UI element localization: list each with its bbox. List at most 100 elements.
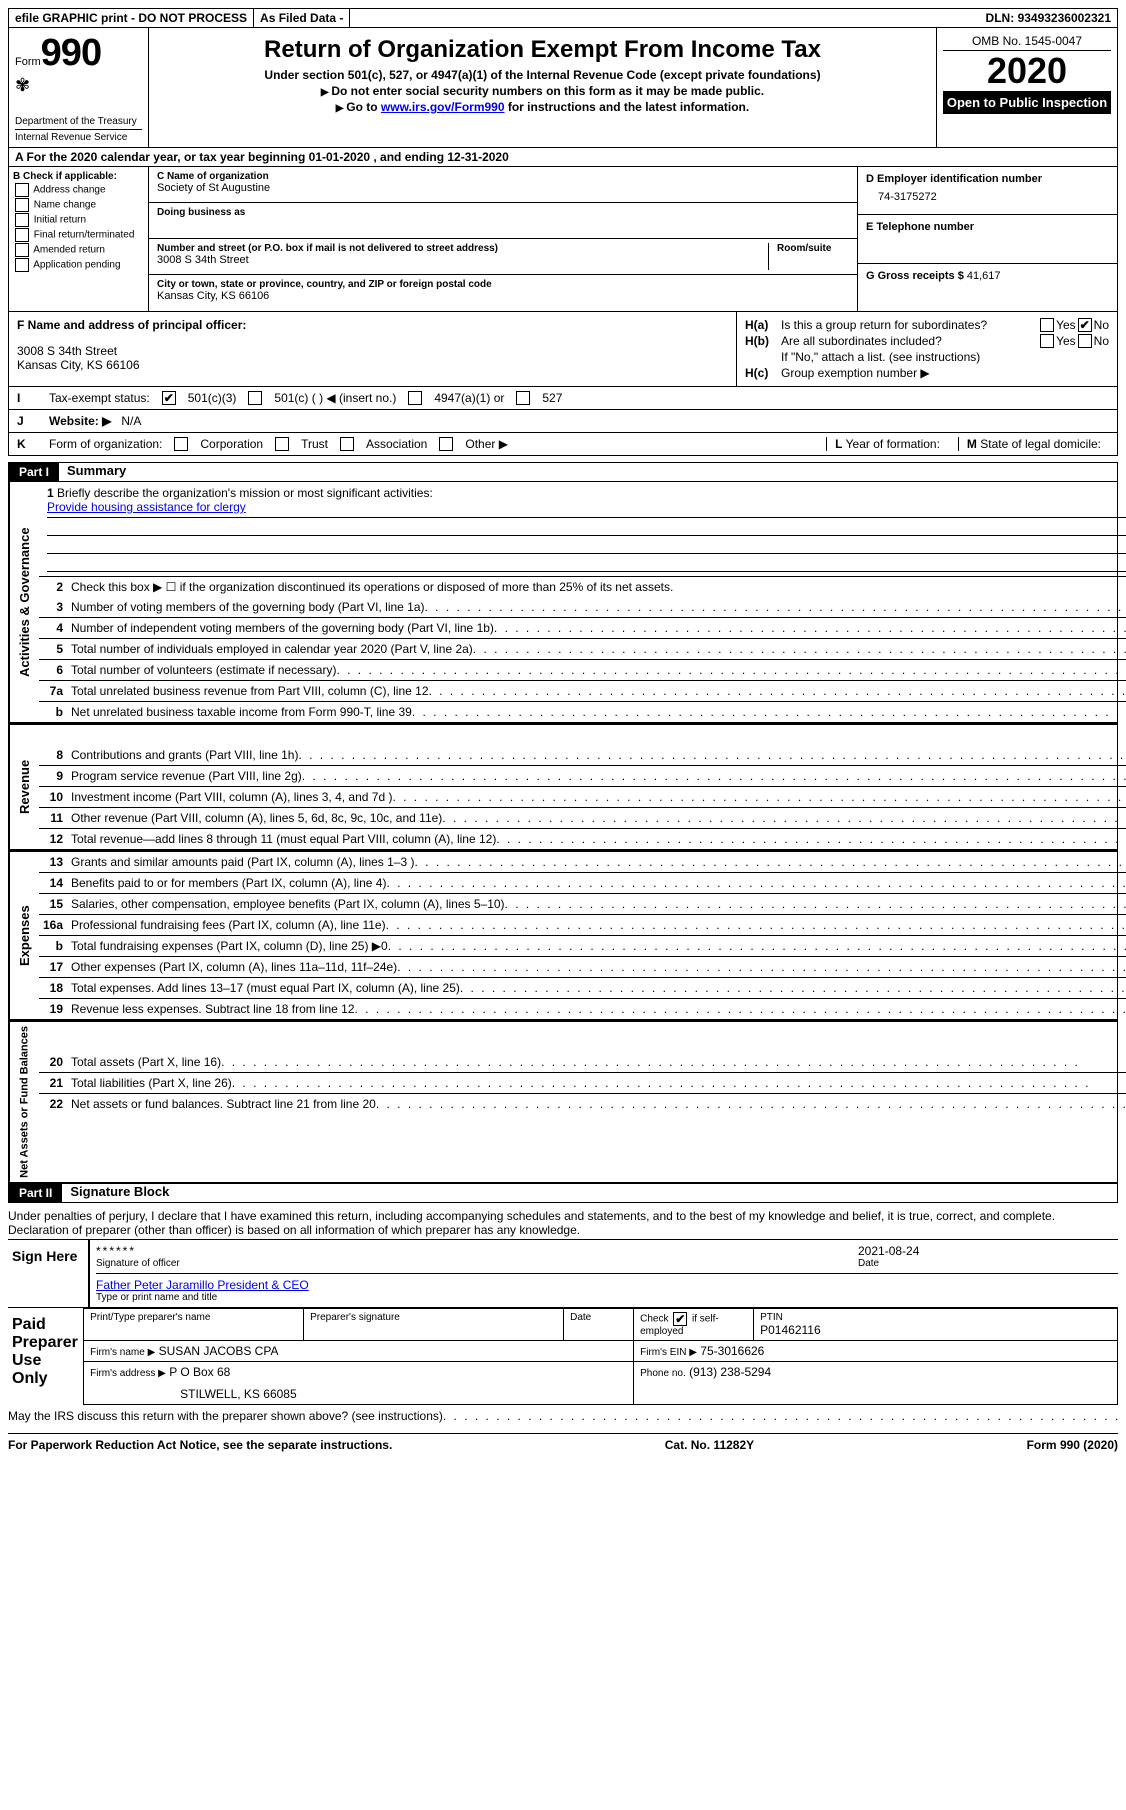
line-a: A For the 2020 calendar year, or tax yea… [8,148,1118,167]
line-b: b Total fundraising expenses (Part IX, c… [39,935,1126,956]
footer-left: For Paperwork Reduction Act Notice, see … [8,1438,392,1452]
checkbox-self-employed[interactable] [673,1312,687,1326]
checkbox-ha-no[interactable] [1078,318,1092,332]
checkbox-4947[interactable] [408,391,422,405]
checkbox-hb-no[interactable] [1078,334,1092,348]
checkbox-501c[interactable] [248,391,262,405]
irs-seal-icon: ✾ [15,75,142,96]
firm-addr2: STILWELL, KS 66085 [90,1379,627,1401]
page-footer: For Paperwork Reduction Act Notice, see … [8,1433,1118,1452]
irs-label: Internal Revenue Service [15,129,142,143]
footer-mid: Cat. No. 11282Y [665,1438,754,1452]
checkbox-corporation[interactable] [174,437,188,451]
part2-header: Part II Signature Block [8,1183,1118,1203]
side-label-governance: Activities & Governance [9,482,39,722]
paid-preparer-label: Paid Preparer Use Only [8,1308,83,1405]
firm-addr-label: Firm's address ▶ [90,1368,166,1379]
checkbox-501c3[interactable] [162,391,176,405]
irs-discuss-row: May the IRS discuss this return with the… [8,1405,1118,1427]
firm-name: SUSAN JACOBS CPA [159,1344,279,1358]
website-value: N/A [121,414,141,428]
side-label-net: Net Assets or Fund Balances [9,1022,39,1182]
entity-block: B Check if applicable: Address change Na… [8,167,1118,311]
gov-line-5: 5 Total number of individuals employed i… [39,638,1126,659]
checkbox-hb-yes[interactable] [1040,334,1054,348]
firm-ein: 75-3016626 [700,1344,764,1358]
line-16a: 16a Professional fundraising fees (Part … [39,914,1126,935]
checkbox-ha-yes[interactable] [1040,318,1054,332]
mission-value[interactable]: Provide housing assistance for clergy [47,500,246,514]
room-label: Room/suite [777,243,849,254]
line-11: 11 Other revenue (Part VIII, column (A),… [39,807,1126,828]
form-title-box: Return of Organization Exempt From Incom… [149,28,937,147]
officer-line2: Kansas City, KS 66106 [17,358,728,372]
checkbox-amended-return[interactable]: Amended return [13,243,144,257]
checkbox-other[interactable] [439,437,453,451]
line-10: 10 Investment income (Part VIII, column … [39,786,1126,807]
gov-line-3: 3 Number of voting members of the govern… [39,597,1126,617]
dept-label: Department of the Treasury [15,116,142,127]
gov-line-4: 4 Number of independent voting members o… [39,617,1126,638]
form-subtitle-1: Under section 501(c), 527, or 4947(a)(1)… [155,68,930,82]
officer-line1: 3008 S 34th Street [17,344,728,358]
gov-line-6: 6 Total number of volunteers (estimate i… [39,659,1126,680]
firm-name-label: Firm's name ▶ [90,1347,155,1358]
omb-number: OMB No. 1545-0047 [943,32,1111,51]
form-org-label: Form of organization: [49,437,162,451]
officer-name[interactable]: Father Peter Jaramillo President & CEO [96,1278,309,1292]
tax-year: 2020 [943,51,1111,91]
gross-receipts-value: 41,617 [967,270,1001,282]
summary-net-assets: Net Assets or Fund Balances Beginning of… [8,1020,1118,1183]
firm-phone: (913) 238-5294 [689,1365,771,1379]
h-b-label: H(b) [745,334,781,348]
line-13: 13 Grants and similar amounts paid (Part… [39,852,1126,872]
form-subtitle-2: Do not enter social security numbers on … [155,84,930,98]
line-j: J Website: ▶ N/A [8,409,1118,432]
officer-group-block: F Name and address of principal officer:… [8,311,1118,386]
form-number-box: Form990 ✾ Department of the Treasury Int… [9,28,149,147]
preparer-sig-label: Preparer's signature [310,1312,557,1323]
form-number: 990 [41,32,101,74]
signature-date: 2021-08-24 [858,1244,1118,1258]
mission-label: Briefly describe the organization's miss… [57,486,433,500]
line-19: 19 Revenue less expenses. Subtract line … [39,998,1126,1019]
col-h-group: H(a) Is this a group return for subordin… [737,312,1117,386]
form-subtitle-3: Go to www.irs.gov/Form990 for instructio… [155,100,930,114]
tax-exempt-label: Tax-exempt status: [49,391,150,405]
checkbox-final-return[interactable]: Final return/terminated [13,228,144,242]
perjury-statement: Under penalties of perjury, I declare th… [8,1207,1118,1239]
h-c-text: Group exemption number ▶ [781,366,1109,380]
firm-addr1: P O Box 68 [169,1365,230,1379]
firm-ein-label: Firm's EIN ▶ [640,1347,697,1358]
part1-header: Part I Summary [8,462,1118,482]
line-i: I Tax-exempt status: 501(c)(3) 501(c) ( … [8,386,1118,409]
form-year-box: OMB No. 1545-0047 2020 Open to Public In… [937,28,1117,147]
checkbox-application-pending[interactable]: Application pending [13,258,144,272]
line-15: 15 Salaries, other compensation, employe… [39,893,1126,914]
line-17: 17 Other expenses (Part IX, column (A), … [39,956,1126,977]
city-value: Kansas City, KS 66106 [157,290,849,302]
preparer-name-label: Print/Type preparer's name [90,1312,297,1323]
sign-here-label: Sign Here [8,1240,88,1307]
efile-notice: efile GRAPHIC print - DO NOT PROCESS [9,9,254,27]
checkbox-association[interactable] [340,437,354,451]
line-20: 20 Total assets (Part X, line 16) 454,62… [39,1052,1126,1072]
col-b-checkboxes: B Check if applicable: Address change Na… [9,167,149,311]
checkbox-address-change[interactable]: Address change [13,183,144,197]
h-b-text: Are all subordinates included? [781,334,1038,348]
h-a-label: H(a) [745,318,781,332]
col-de-identifiers: D Employer identification number 74-3175… [857,167,1117,311]
gov-line-7a: 7a Total unrelated business revenue from… [39,680,1126,701]
line-18: 18 Total expenses. Add lines 13–17 (must… [39,977,1126,998]
footer-right: Form 990 (2020) [1027,1438,1118,1452]
side-label-expenses: Expenses [9,852,39,1019]
summary-expenses: Expenses 13 Grants and similar amounts p… [8,850,1118,1020]
checkbox-name-change[interactable]: Name change [13,198,144,212]
line-12: 12 Total revenue—add lines 8 through 11 … [39,828,1126,849]
line-21: 21 Total liabilities (Part X, line 26) 0 [39,1072,1126,1093]
checkbox-trust[interactable] [275,437,289,451]
checkbox-527[interactable] [516,391,530,405]
preparer-date-label: Date [570,1312,627,1323]
checkbox-initial-return[interactable]: Initial return [13,213,144,227]
irs-link[interactable]: www.irs.gov/Form990 [381,100,505,114]
